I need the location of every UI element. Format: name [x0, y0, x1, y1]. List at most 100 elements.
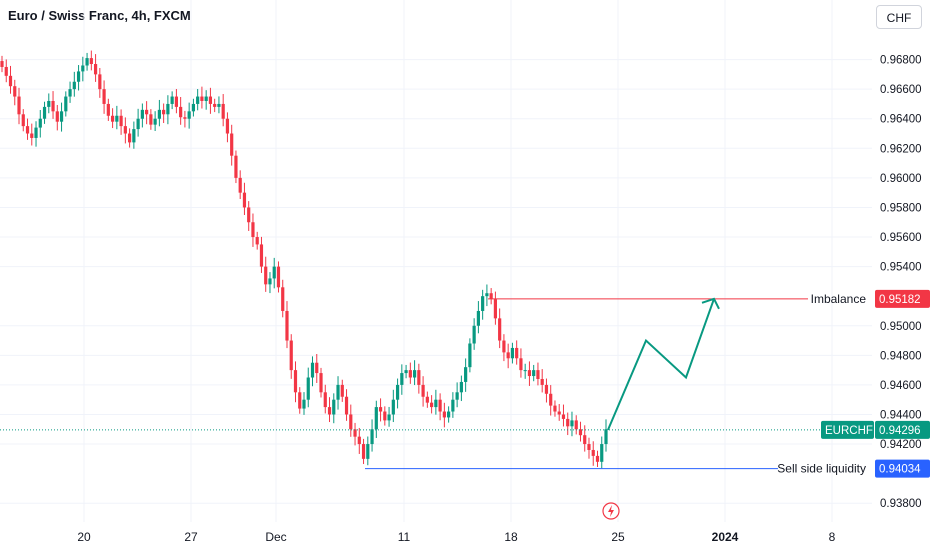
candle — [336, 376, 340, 410]
candle-body — [234, 155, 238, 178]
candle — [110, 108, 115, 129]
candle-body — [289, 340, 293, 371]
candle-body — [17, 96, 21, 115]
y-tick-label: 0.94400 — [880, 409, 922, 421]
candle-body — [523, 370, 527, 372]
candle — [264, 256, 268, 292]
candle — [72, 71, 76, 97]
candle-body — [570, 420, 574, 427]
candle — [481, 289, 485, 320]
candle-body — [85, 58, 89, 66]
candle — [268, 272, 272, 294]
candle — [391, 389, 395, 423]
candle — [323, 384, 327, 414]
candle — [412, 360, 417, 386]
candle-body — [434, 399, 438, 408]
candle — [55, 104, 59, 131]
candle — [417, 363, 421, 394]
y-tick-label: 0.96600 — [880, 84, 922, 96]
candle-body — [68, 89, 72, 97]
x-tick-label: 18 — [504, 530, 518, 544]
candle — [370, 419, 374, 452]
candle-body — [191, 103, 196, 112]
candle — [430, 395, 434, 414]
candle — [476, 301, 480, 334]
candle — [0, 55, 4, 73]
candle — [191, 98, 196, 117]
candle — [553, 400, 557, 417]
candle — [357, 427, 361, 454]
candle-body — [110, 115, 115, 122]
candle-body — [21, 114, 25, 127]
candle-body — [344, 396, 349, 415]
candle-body — [400, 373, 404, 385]
candle — [13, 79, 17, 106]
candle-body — [81, 65, 85, 72]
candle-body — [145, 109, 149, 115]
candle — [315, 354, 319, 383]
candle — [145, 101, 149, 125]
candle-body — [583, 435, 587, 445]
y-tick-label: 0.96200 — [880, 143, 922, 155]
candle — [595, 450, 600, 467]
candle — [162, 103, 166, 124]
candle — [34, 121, 38, 147]
candle — [570, 411, 574, 437]
candle-body — [76, 71, 81, 82]
candle — [485, 284, 489, 307]
candle-body — [204, 96, 208, 101]
candle — [153, 111, 157, 132]
candle-body — [281, 287, 285, 311]
currency-button[interactable]: CHF — [876, 5, 922, 29]
candle — [259, 236, 264, 273]
candle-body — [196, 96, 200, 104]
candle-body — [366, 444, 370, 459]
candle-body — [591, 449, 595, 456]
candle — [234, 150, 238, 184]
projection-arrowhead — [701, 297, 720, 310]
candle-body — [340, 384, 344, 397]
x-tick-label: 8 — [829, 530, 836, 544]
candle — [366, 436, 370, 466]
candle-body — [247, 207, 251, 223]
candle-body — [336, 384, 340, 400]
annotations: Imbalance Sell side liquidity 0.95182 0.940… — [0, 289, 930, 520]
candle-body — [391, 399, 395, 415]
candle — [8, 65, 13, 94]
candle-body — [208, 96, 213, 104]
candle — [561, 404, 566, 427]
candle — [128, 128, 132, 148]
candle — [506, 343, 510, 369]
x-tick-label: 25 — [611, 530, 625, 544]
candle-body — [515, 347, 519, 359]
candle — [566, 412, 570, 436]
imbalance-price-text: 0.95182 — [879, 294, 921, 306]
candle-body — [493, 299, 498, 319]
candle-body — [102, 89, 106, 104]
candle-body — [230, 133, 234, 156]
y-tick-label: 0.96000 — [880, 173, 922, 185]
candle — [332, 393, 336, 424]
y-tick-label: 0.96800 — [880, 55, 922, 67]
candle — [68, 81, 72, 103]
candle — [179, 96, 183, 125]
candle — [140, 103, 144, 128]
candle-body — [361, 444, 366, 459]
candle-body — [259, 244, 264, 267]
candle — [247, 201, 251, 231]
candle — [132, 121, 136, 149]
candle — [59, 102, 64, 132]
candle-body — [561, 414, 566, 419]
candle — [64, 91, 68, 117]
candle-body — [98, 74, 102, 90]
candle-body — [412, 370, 417, 378]
candle-body — [395, 384, 400, 400]
candle-body — [132, 129, 136, 143]
last-symbol-text: EURCHF — [825, 425, 873, 437]
candle-body — [149, 114, 153, 125]
candle-body — [213, 103, 217, 107]
candle — [115, 105, 119, 130]
candle — [47, 93, 51, 114]
candle — [149, 109, 153, 130]
